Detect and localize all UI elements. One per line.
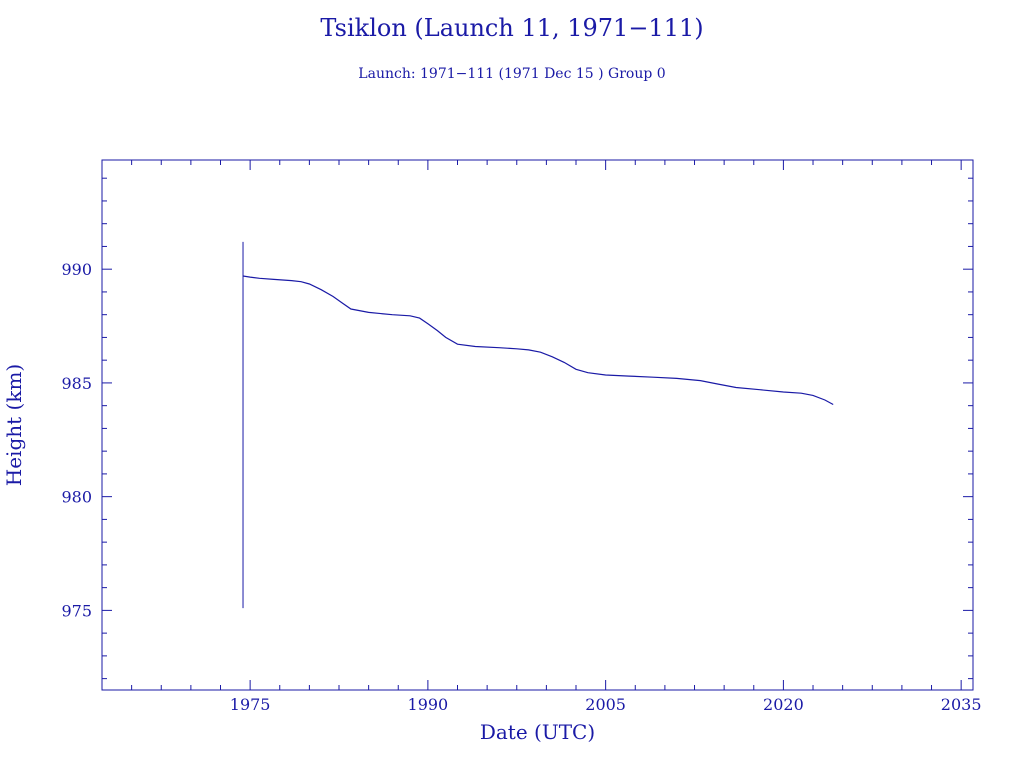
y-tick-label: 990 xyxy=(61,260,92,279)
x-tick-label: 2035 xyxy=(941,695,982,714)
y-tick-label: 975 xyxy=(61,601,92,620)
y-tick-label: 980 xyxy=(61,488,92,507)
chart-title: Tsiklon (Launch 11, 1971−111) xyxy=(320,14,704,42)
tick-labels: 1975 1990 2005 2020 2035 975 980 985 990 xyxy=(61,260,981,714)
x-tick-label: 1975 xyxy=(230,695,271,714)
x-tick-label: 2020 xyxy=(763,695,804,714)
y-axis-label: Height (km) xyxy=(2,364,26,486)
chart-subtitle: Launch: 1971−111 (1971 Dec 15 ) Group 0 xyxy=(358,66,666,82)
x-axis-label: Date (UTC) xyxy=(480,720,595,744)
x-tick-label: 1990 xyxy=(408,695,449,714)
x-tick-label: 2005 xyxy=(585,695,626,714)
plot-frame xyxy=(101,159,974,691)
y-tick-label: 985 xyxy=(61,374,92,393)
height-series-line xyxy=(242,275,834,406)
axis-ticks xyxy=(102,160,973,690)
